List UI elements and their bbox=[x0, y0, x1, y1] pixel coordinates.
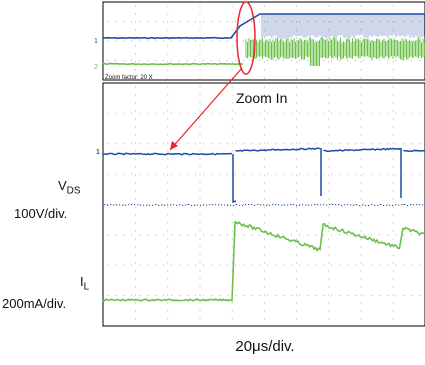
il-name-subscript: L bbox=[83, 281, 90, 293]
overview-ch2-marker: 2 bbox=[94, 64, 98, 71]
overview-vds-burst bbox=[261, 14, 425, 39]
zoom-marker-ellipse bbox=[236, 1, 256, 75]
zoom-in-label: Zoom In bbox=[236, 90, 287, 106]
zoom-vds-trace bbox=[102, 147, 425, 204]
zoom-arrowhead bbox=[170, 141, 178, 150]
overview-il-burst bbox=[245, 37, 425, 66]
zoom-arrow bbox=[169, 67, 243, 151]
zoom-vds-baseline-trace bbox=[104, 203, 424, 207]
grid-dots bbox=[107, 86, 420, 320]
vds-scale-label: 100V/div. bbox=[14, 206, 68, 221]
vds-channel-name: VDS bbox=[58, 178, 81, 197]
overview-vds-trace bbox=[102, 13, 425, 40]
il-channel-name: IL bbox=[80, 274, 89, 293]
overview-ch1-marker: 1 bbox=[94, 38, 98, 45]
timebase-label: 20μs/div. bbox=[235, 338, 295, 355]
il-name-text: I bbox=[80, 274, 84, 289]
zoom-grid bbox=[107, 86, 420, 320]
overview-il-trace bbox=[102, 62, 244, 66]
zoom-factor-label: Zoom factor: 20 X bbox=[105, 75, 153, 81]
vds-name-text: V bbox=[58, 178, 67, 193]
il-scale-label: 200mA/div. bbox=[2, 296, 67, 311]
zoom-ch1-marker: 1 bbox=[96, 149, 100, 156]
vds-name-subscript: DS bbox=[66, 185, 81, 197]
zoom-il-trace bbox=[102, 221, 425, 302]
